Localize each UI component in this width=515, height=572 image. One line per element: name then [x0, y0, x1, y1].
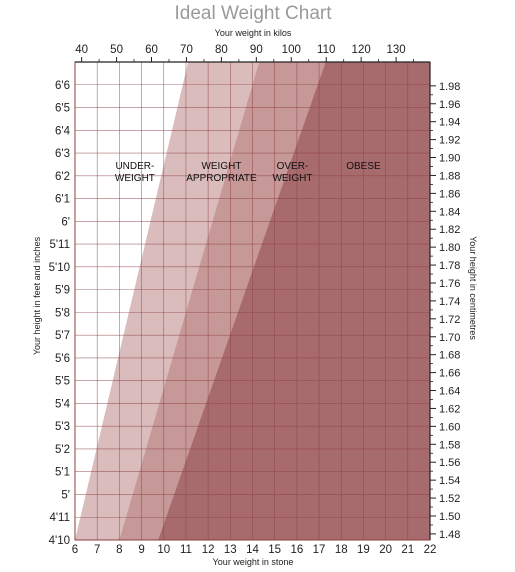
left-tick-label: 6'5	[55, 103, 70, 115]
left-tick-label: 6'	[61, 216, 70, 228]
right-tick-label: 1.70	[439, 332, 460, 344]
left-tick-label: 5'9	[55, 285, 70, 297]
top-tick-label: 70	[180, 44, 193, 56]
right-axis-title: Your height in centimetres	[468, 236, 478, 340]
right-tick-label: 1.60	[439, 421, 460, 433]
left-tick-label: 5'2	[55, 444, 70, 456]
bottom-axis-title: Your weight in stone	[213, 557, 294, 567]
right-tick-label: 1.68	[439, 350, 460, 362]
right-tick-label: 1.72	[439, 314, 460, 326]
right-tick-label: 1.54	[439, 475, 460, 487]
bottom-tick-label: 21	[401, 544, 414, 556]
left-tick-label: 5'5	[55, 376, 70, 388]
bottom-tick-label: 13	[224, 544, 237, 556]
bottom-tick-label: 10	[157, 544, 170, 556]
chart-title: Ideal Weight Chart	[174, 3, 332, 24]
left-tick-label: 6'4	[55, 125, 71, 137]
right-tick-label: 1.84	[439, 206, 460, 218]
left-tick-label: 6'6	[55, 80, 70, 92]
zone-label: OVER-	[277, 161, 309, 172]
zone-label: UNDER-	[115, 161, 154, 172]
right-tick-label: 1.66	[439, 368, 460, 380]
right-tick-label: 1.64	[439, 386, 460, 398]
right-tick-label: 1.78	[439, 260, 460, 272]
left-tick-label: 6'3	[55, 148, 70, 160]
right-tick-label: 1.92	[439, 135, 460, 147]
bottom-tick-label: 19	[357, 544, 370, 556]
bottom-tick-label: 7	[94, 544, 100, 556]
labels-layer: 40 50 60 70 80 90 100 110 120 130 6 7 8 9 10 11 12 13 14 15…	[49, 44, 461, 556]
bottom-tick-label: 16	[290, 544, 303, 556]
bottom-tick-label: 15	[268, 544, 281, 556]
right-tick-label: 1.98	[439, 81, 460, 93]
right-tick-label: 1.76	[439, 278, 460, 290]
bottom-tick-label: 11	[180, 544, 192, 556]
bottom-tick-label: 14	[246, 544, 259, 556]
right-tick-label: 1.88	[439, 170, 460, 182]
top-tick-label: 100	[282, 44, 301, 56]
zone-label: WEIGHT	[115, 173, 155, 184]
right-tick-label: 1.74	[439, 296, 460, 308]
top-tick-label: 40	[75, 44, 88, 56]
bottom-tick-label: 18	[335, 544, 348, 556]
left-axis-title: Your height in feet and inches	[32, 236, 42, 355]
right-tick-label: 1.58	[439, 439, 460, 451]
bottom-tick-label: 6	[72, 544, 78, 556]
left-tick-label: 5'8	[55, 307, 70, 319]
top-tick-label: 50	[110, 44, 123, 56]
right-tick-label: 1.62	[439, 403, 460, 415]
left-tick-label: 4'11	[49, 512, 70, 524]
top-axis-title: Your weight in kilos	[215, 28, 292, 38]
right-tick-label: 1.48	[439, 529, 460, 541]
top-tick-label: 60	[145, 44, 158, 56]
left-tick-label: 5'10	[49, 262, 70, 274]
top-tick-label: 130	[386, 44, 405, 56]
top-tick-label: 120	[352, 44, 371, 56]
right-tick-label: 1.80	[439, 242, 460, 254]
zone-area-3	[158, 62, 430, 540]
zone-label: OBESE	[346, 161, 381, 172]
top-tick-label: 80	[215, 44, 228, 56]
bottom-tick-label: 9	[138, 544, 144, 556]
bottom-tick-label: 12	[202, 544, 215, 556]
left-tick-label: 5'7	[55, 330, 70, 342]
left-tick-label: 5'1	[55, 467, 70, 479]
left-tick-label: 6'2	[55, 171, 70, 183]
right-tick-label: 1.82	[439, 224, 460, 236]
left-tick-label: 5'6	[55, 353, 70, 365]
left-tick-label: 6'1	[55, 194, 70, 206]
top-tick-label: 90	[250, 44, 263, 56]
grid-layer	[75, 62, 430, 540]
left-tick-label: 5'	[61, 489, 70, 501]
right-tick-label: 1.52	[439, 493, 460, 505]
right-tick-label: 1.86	[439, 188, 460, 200]
bottom-tick-label: 20	[379, 544, 392, 556]
left-tick-label: 5'3	[55, 421, 70, 433]
right-tick-label: 1.56	[439, 457, 460, 469]
bottom-tick-label: 17	[313, 544, 326, 556]
zone-label: WEIGHT	[272, 173, 312, 184]
right-tick-label: 1.94	[439, 117, 460, 129]
right-tick-label: 1.90	[439, 153, 460, 165]
bottom-tick-label: 8	[116, 544, 122, 556]
top-tick-label: 110	[317, 44, 335, 56]
zone-label: WEIGHT	[201, 161, 241, 172]
bottom-tick-label: 22	[424, 544, 437, 556]
right-tick-label: 1.96	[439, 99, 460, 111]
right-tick-label: 1.50	[439, 511, 460, 523]
left-tick-label: 5'11	[49, 239, 70, 251]
left-tick-label: 4'10	[49, 535, 70, 547]
zone-label: APPROPRIATE	[186, 173, 257, 184]
left-tick-label: 5'4	[55, 398, 71, 410]
